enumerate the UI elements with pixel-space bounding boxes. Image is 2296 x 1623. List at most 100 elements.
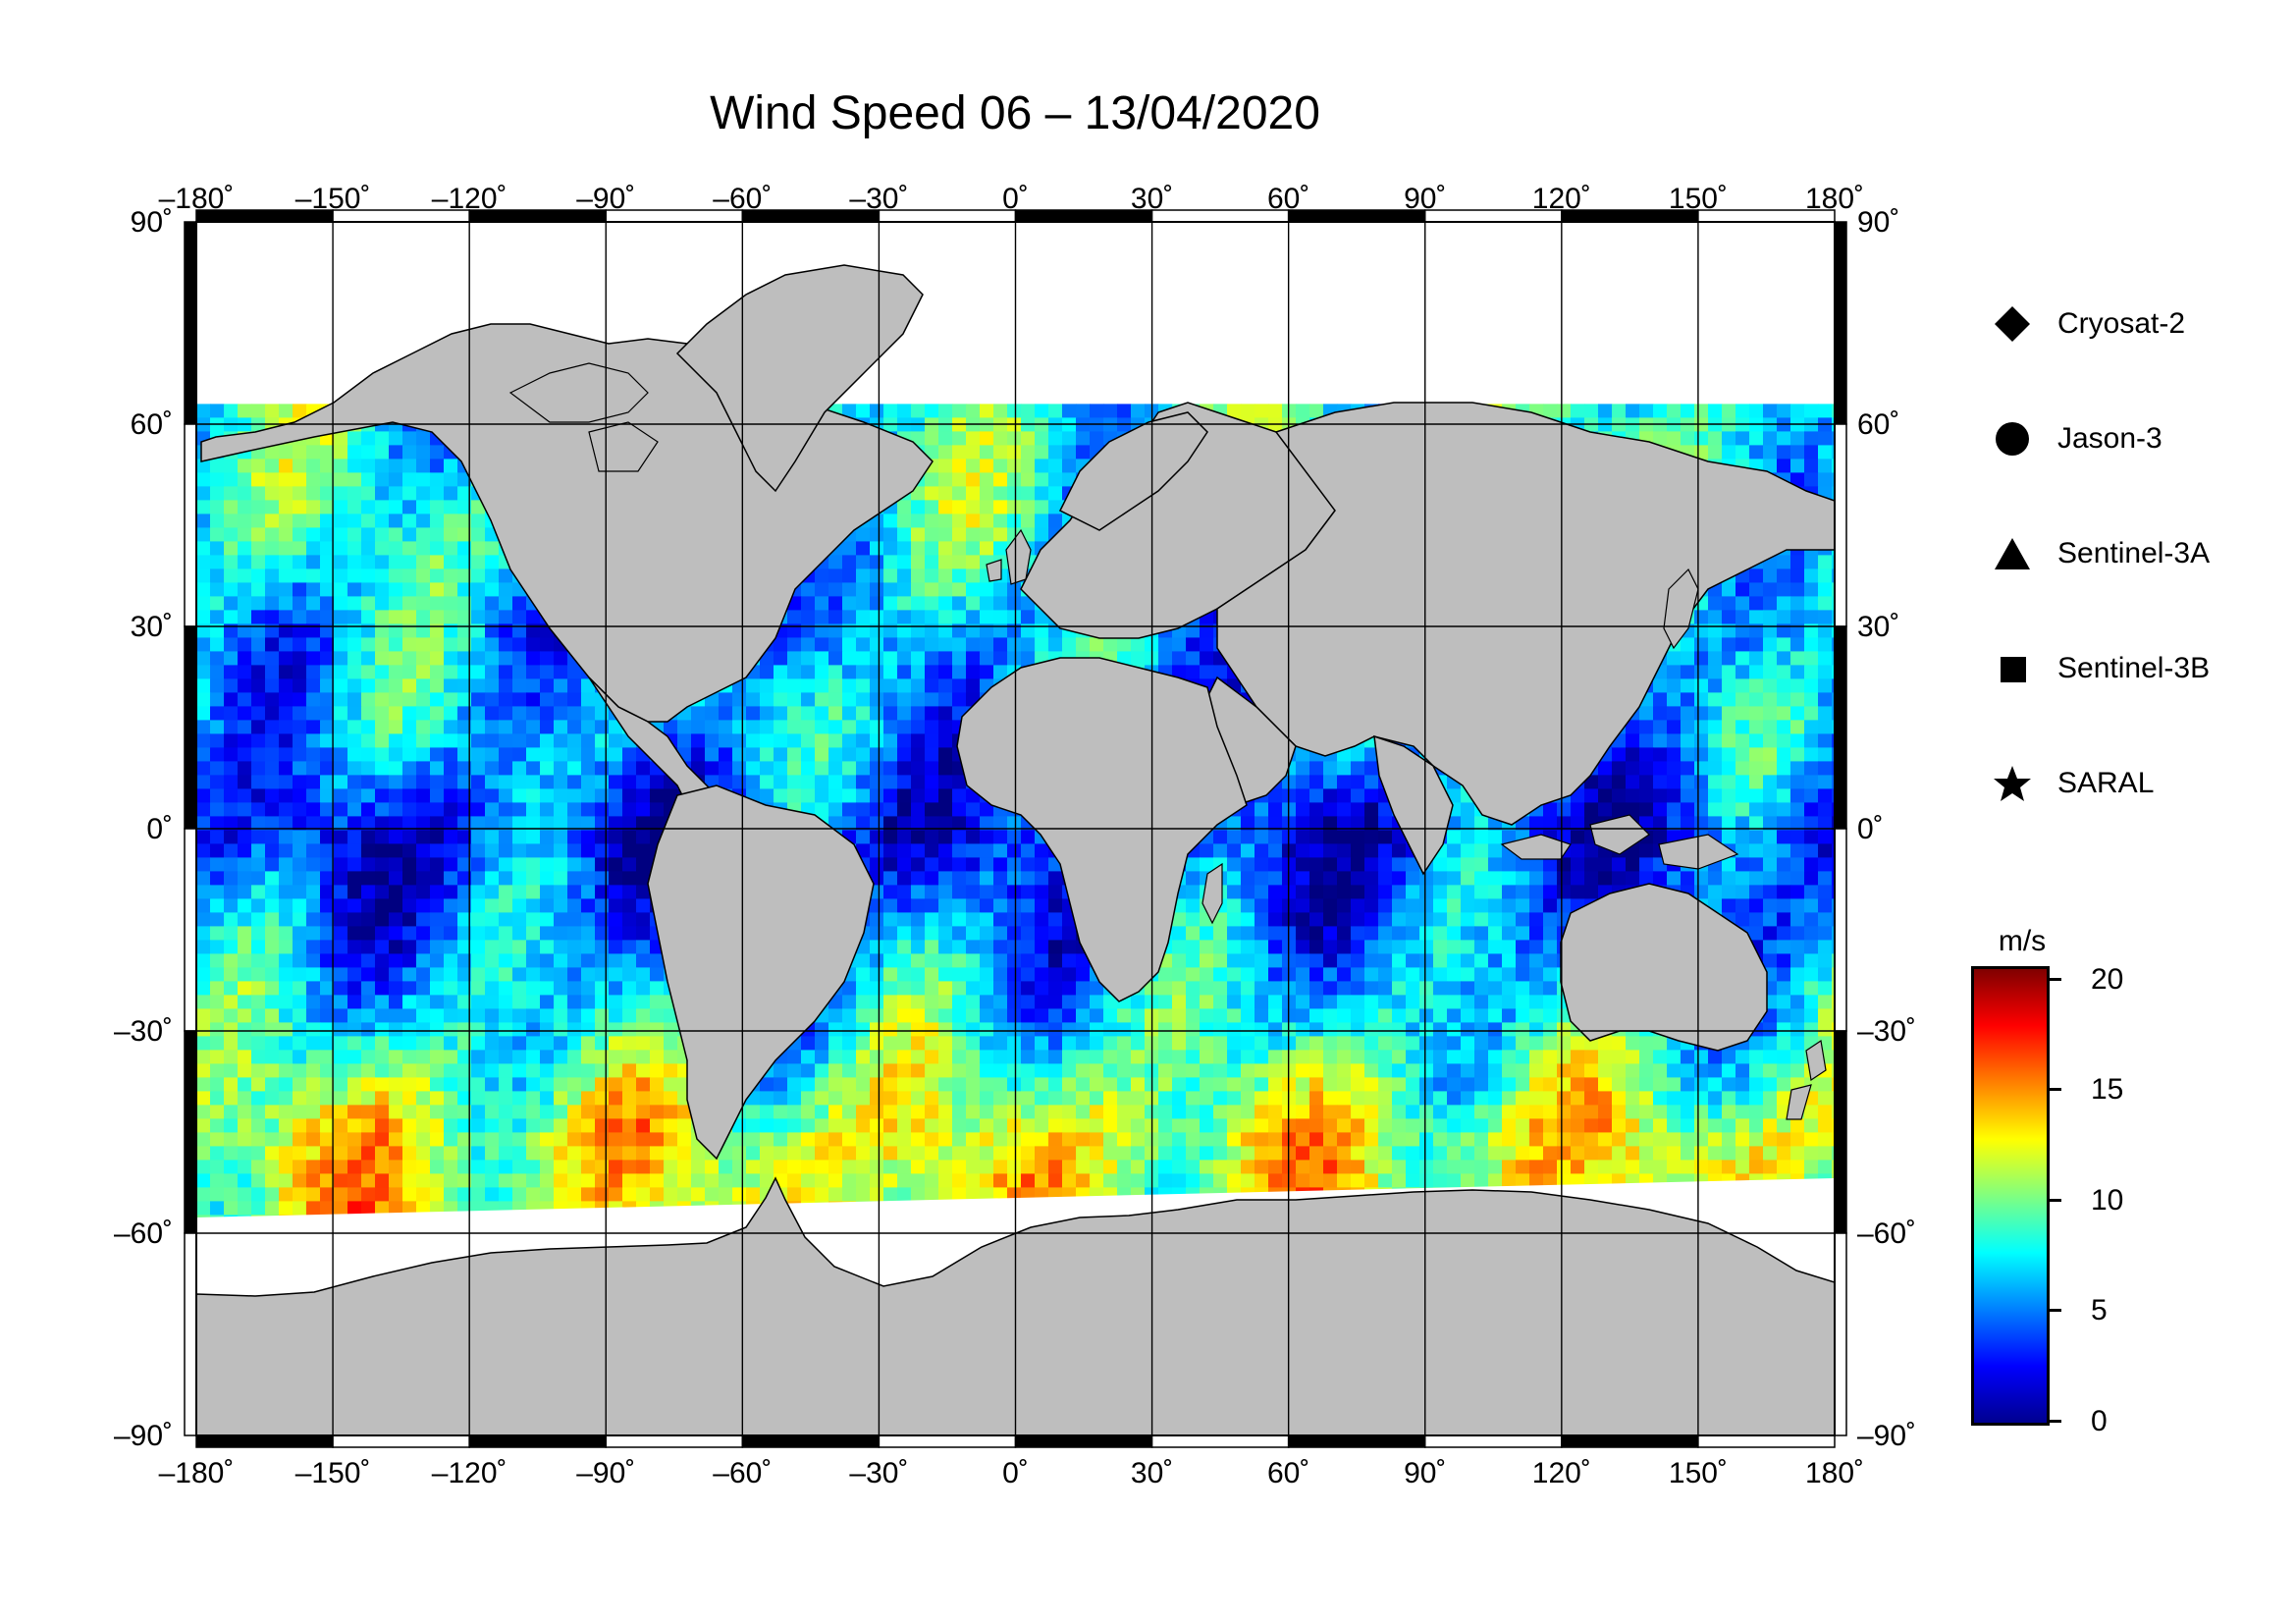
wind-cell <box>402 816 417 831</box>
wind-cell <box>265 486 280 501</box>
wind-cell <box>416 953 431 968</box>
wind-cell <box>1021 843 1036 858</box>
wind-cell <box>911 568 926 583</box>
wind-cell <box>1241 926 1255 941</box>
wind-cell <box>389 623 403 638</box>
wind-cell <box>334 596 348 611</box>
wind-cell <box>389 898 403 913</box>
wind-cell <box>609 926 623 941</box>
wind-cell <box>512 885 527 899</box>
wind-cell <box>952 582 967 597</box>
wind-cell <box>224 843 239 858</box>
wind-cell <box>897 802 912 817</box>
wind-cell <box>1777 871 1791 886</box>
wind-cell <box>993 898 1008 913</box>
wind-cell <box>238 514 252 528</box>
wind-cell <box>389 500 403 514</box>
wind-cell <box>1227 830 1242 844</box>
wind-cell <box>911 527 926 542</box>
wind-cell <box>1351 775 1365 789</box>
wind-cell <box>238 733 252 748</box>
wind-cell <box>306 885 321 899</box>
wind-cell <box>293 500 307 514</box>
wind-cell <box>457 555 472 569</box>
wind-cell <box>1007 514 1022 528</box>
wind-cell <box>581 802 596 817</box>
wind-cell <box>334 761 348 776</box>
wind-cell <box>980 582 994 597</box>
wind-cell <box>1323 816 1338 831</box>
wind-cell <box>1323 761 1338 776</box>
wind-cell <box>1062 472 1077 487</box>
wind-cell <box>416 582 431 597</box>
wind-cell <box>444 885 458 899</box>
wind-cell <box>856 830 871 844</box>
wind-cell <box>1722 788 1736 803</box>
wind-cell <box>1241 830 1255 844</box>
wind-cell <box>938 555 953 569</box>
wind-cell <box>293 830 307 844</box>
wind-cell <box>334 857 348 872</box>
wind-cell <box>320 802 335 817</box>
wind-cell <box>1309 871 1324 886</box>
wind-cell <box>554 720 568 734</box>
wind-cell <box>1735 788 1750 803</box>
wind-cell <box>911 843 926 858</box>
wind-cell <box>416 623 431 638</box>
wind-cell <box>210 885 225 899</box>
wind-cell <box>1735 747 1750 762</box>
wind-cell <box>1708 623 1723 638</box>
wind-cell <box>334 788 348 803</box>
wind-cell <box>471 898 486 913</box>
wind-cell <box>1200 940 1214 954</box>
wind-cell <box>1790 555 1805 569</box>
wind-cell <box>457 665 472 679</box>
wind-cell <box>499 568 513 583</box>
wind-cell <box>609 857 623 872</box>
wind-cell <box>265 830 280 844</box>
wind-cell <box>760 706 774 721</box>
wind-cell <box>1735 445 1750 460</box>
wind-cell <box>883 885 898 899</box>
wind-cell <box>760 678 774 693</box>
wind-cell <box>361 582 376 597</box>
wind-cell <box>1612 775 1627 789</box>
wind-cell <box>251 706 266 721</box>
wind-cell <box>1392 871 1407 886</box>
wind-cell <box>375 623 390 638</box>
wind-cell <box>375 472 390 487</box>
wind-cell <box>499 802 513 817</box>
wind-cell <box>224 733 239 748</box>
wind-cell <box>554 665 568 679</box>
wind-cell <box>1062 953 1077 968</box>
wind-cell <box>1804 843 1819 858</box>
wind-cell <box>293 898 307 913</box>
wind-cell <box>334 747 348 762</box>
wind-cell <box>224 747 239 762</box>
wind-cell <box>334 486 348 501</box>
wind-cell <box>224 788 239 803</box>
wind-cell <box>1007 459 1022 473</box>
wind-cell <box>609 747 623 762</box>
wind-cell <box>1255 843 1269 858</box>
wind-cell <box>787 637 802 652</box>
wind-cell <box>457 885 472 899</box>
wind-cell <box>293 871 307 886</box>
wind-cell <box>1474 898 1489 913</box>
wind-cell <box>416 706 431 721</box>
wind-cell <box>320 843 335 858</box>
wind-cell <box>801 720 816 734</box>
wind-cell <box>1268 857 1283 872</box>
wind-cell <box>828 555 843 569</box>
wind-cell <box>512 596 527 611</box>
wind-cell <box>1255 912 1269 927</box>
wind-cell <box>883 637 898 652</box>
wind-cell <box>1447 912 1462 927</box>
wind-cell <box>444 637 458 652</box>
wind-cell <box>444 472 458 487</box>
wind-cell <box>1639 788 1654 803</box>
wind-cell <box>774 692 788 707</box>
wind-cell <box>870 527 884 542</box>
wind-cell <box>1749 623 1764 638</box>
wind-cell <box>952 898 967 913</box>
